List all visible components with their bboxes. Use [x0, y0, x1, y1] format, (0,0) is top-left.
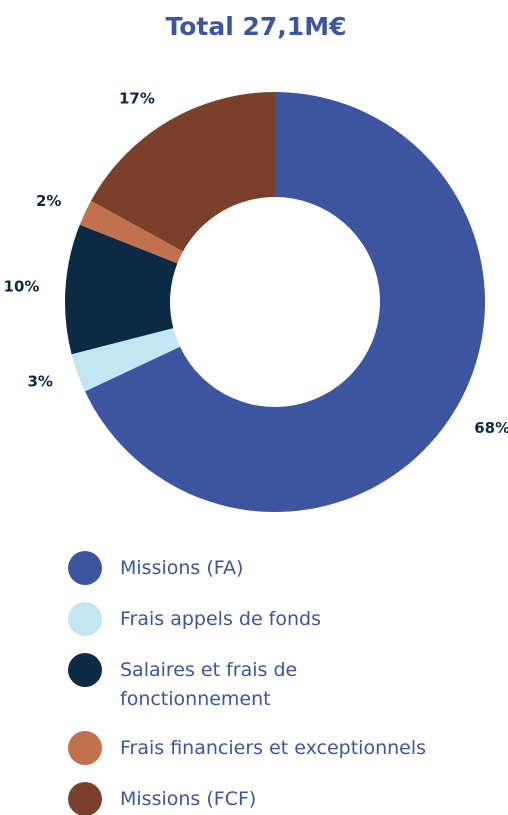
legend-item: Missions (FCF) [68, 782, 426, 815]
legend-item: Salaires et frais de fonctionnement [68, 653, 426, 714]
chart-title: Total 27,1M€ [166, 12, 347, 41]
legend-swatch [68, 731, 102, 765]
donut-segment [71, 328, 180, 392]
donut-segment [79, 200, 183, 264]
donut-segment [90, 92, 276, 252]
legend-label: Salaires et frais de fonctionnement [120, 659, 298, 710]
data-label: 68% [474, 419, 508, 437]
data-label: 2% [36, 192, 61, 210]
legend-item: Frais financiers et exceptionnels [68, 731, 427, 765]
legend-item: Frais appels de fonds [68, 602, 426, 636]
donut-segment [84, 92, 485, 512]
legend-label: Missions (FCF) [120, 788, 257, 810]
legend-label: Frais appels de fonds [120, 608, 321, 630]
chart: Total 27,1M€ 68% 3% 10% 2% 17% [4, 12, 508, 512]
data-label: 3% [27, 372, 52, 390]
legend-label: Missions (FA) [120, 557, 244, 579]
legend-item: Missions (FA) [68, 551, 426, 585]
legend-swatch [68, 782, 102, 815]
legend-label: Frais financiers et exceptionnels [120, 737, 427, 759]
legend-swatch [68, 653, 102, 687]
data-label: 17% [119, 89, 155, 107]
data-label: 10% [4, 278, 40, 296]
legend: Missions (FA) Frais appels de fonds Salair… [68, 551, 427, 815]
legend-swatch [68, 551, 102, 585]
donut-segment [65, 224, 178, 355]
legend-swatch [68, 602, 102, 636]
